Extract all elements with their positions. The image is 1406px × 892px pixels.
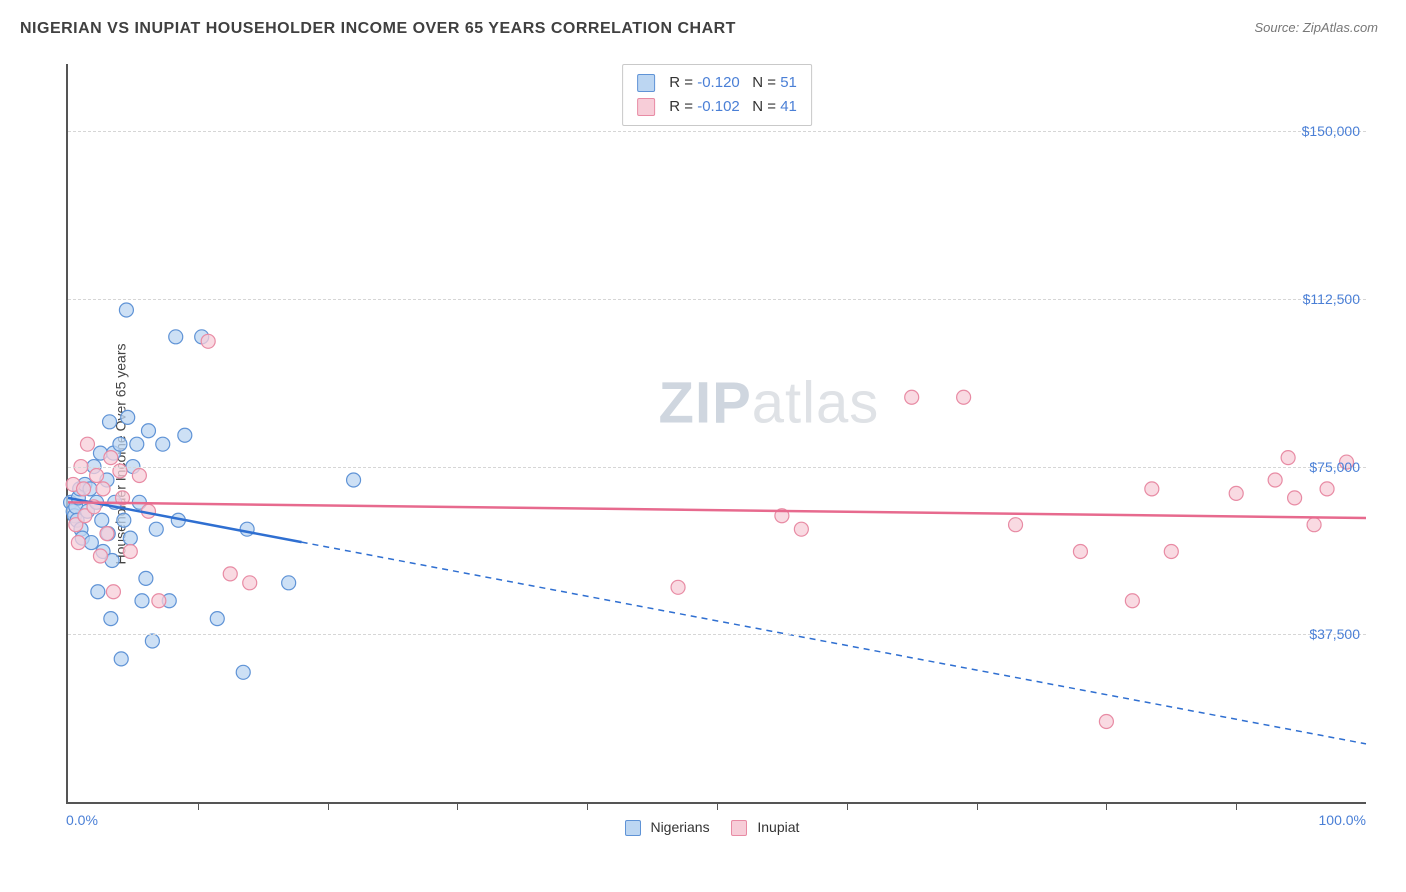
x-tick <box>587 802 588 810</box>
stats-row-inupiat: R = -0.102 N = 41 <box>637 95 797 119</box>
swatch-nigerians <box>637 74 655 92</box>
scatter-point-nigerians <box>91 585 105 599</box>
swatch-inupiat <box>637 98 655 116</box>
scatter-point-inupiat <box>152 594 166 608</box>
correlation-stats-box: R = -0.120 N = 51 R = -0.102 N = 41 <box>622 64 812 126</box>
scatter-point-inupiat <box>957 390 971 404</box>
legend-label-nigerians: Nigerians <box>650 819 709 835</box>
scatter-point-inupiat <box>1145 482 1159 496</box>
r-value-nigerians: -0.120 <box>697 74 740 91</box>
scatter-point-inupiat <box>794 522 808 536</box>
scatter-point-nigerians <box>178 428 192 442</box>
scatter-point-inupiat <box>80 437 94 451</box>
scatter-point-inupiat <box>223 567 237 581</box>
scatter-point-nigerians <box>121 410 135 424</box>
scatter-point-nigerians <box>135 594 149 608</box>
plot-svg <box>68 64 1366 802</box>
x-tick <box>1236 802 1237 810</box>
scatter-point-inupiat <box>243 576 257 590</box>
scatter-point-nigerians <box>141 424 155 438</box>
scatter-point-inupiat <box>100 527 114 541</box>
scatter-point-inupiat <box>106 585 120 599</box>
x-tick <box>198 802 199 810</box>
scatter-point-inupiat <box>104 451 118 465</box>
scatter-point-nigerians <box>210 612 224 626</box>
scatter-point-nigerians <box>104 612 118 626</box>
trendline-extrapolated-nigerians <box>302 542 1366 744</box>
scatter-point-nigerians <box>139 571 153 585</box>
scatter-point-inupiat <box>1099 714 1113 728</box>
scatter-point-inupiat <box>1073 545 1087 559</box>
scatter-point-inupiat <box>93 549 107 563</box>
n-value-nigerians: 51 <box>780 74 797 91</box>
scatter-point-inupiat <box>1009 518 1023 532</box>
gridline <box>68 299 1366 300</box>
scatter-point-nigerians <box>114 652 128 666</box>
chart-container: Householder Income Over 65 years R = -0.… <box>20 44 1386 864</box>
legend-swatch-inupiat <box>731 820 747 836</box>
scatter-point-inupiat <box>1125 594 1139 608</box>
scatter-point-inupiat <box>77 482 91 496</box>
scatter-point-nigerians <box>119 303 133 317</box>
x-tick <box>457 802 458 810</box>
scatter-point-inupiat <box>1307 518 1321 532</box>
trendline-inupiat <box>68 502 1366 518</box>
y-tick-label: $37,500 <box>1309 626 1360 642</box>
gridline <box>68 467 1366 468</box>
x-tick <box>847 802 848 810</box>
x-tick <box>977 802 978 810</box>
scatter-point-nigerians <box>117 513 131 527</box>
scatter-point-inupiat <box>96 482 110 496</box>
chart-title: NIGERIAN VS INUPIAT HOUSEHOLDER INCOME O… <box>20 20 1386 38</box>
scatter-point-nigerians <box>236 665 250 679</box>
legend-bottom: Nigerians Inupiat <box>20 819 1386 836</box>
gridline <box>68 634 1366 635</box>
stats-row-nigerians: R = -0.120 N = 51 <box>637 71 797 95</box>
scatter-point-inupiat <box>90 468 104 482</box>
scatter-point-inupiat <box>1164 545 1178 559</box>
scatter-point-inupiat <box>1229 486 1243 500</box>
x-tick <box>328 802 329 810</box>
plot-area: R = -0.120 N = 51 R = -0.102 N = 41 ZIPa… <box>66 64 1366 804</box>
scatter-point-inupiat <box>1281 451 1295 465</box>
scatter-point-nigerians <box>145 634 159 648</box>
x-tick <box>1106 802 1107 810</box>
scatter-point-nigerians <box>347 473 361 487</box>
scatter-point-inupiat <box>1268 473 1282 487</box>
scatter-point-inupiat <box>905 390 919 404</box>
r-value-inupiat: -0.102 <box>697 98 740 115</box>
y-tick-label: $75,000 <box>1309 459 1360 475</box>
scatter-point-nigerians <box>130 437 144 451</box>
scatter-point-nigerians <box>282 576 296 590</box>
scatter-point-nigerians <box>149 522 163 536</box>
scatter-point-inupiat <box>1288 491 1302 505</box>
scatter-point-nigerians <box>103 415 117 429</box>
scatter-point-nigerians <box>84 536 98 550</box>
scatter-point-inupiat <box>671 580 685 594</box>
scatter-point-nigerians <box>156 437 170 451</box>
y-tick-label: $112,500 <box>1303 291 1360 307</box>
legend-swatch-nigerians <box>625 820 641 836</box>
source-attribution: Source: ZipAtlas.com <box>1254 20 1378 35</box>
scatter-point-nigerians <box>113 437 127 451</box>
n-value-inupiat: 41 <box>780 98 797 115</box>
scatter-point-inupiat <box>123 545 137 559</box>
scatter-point-nigerians <box>240 522 254 536</box>
x-tick <box>717 802 718 810</box>
scatter-point-inupiat <box>132 468 146 482</box>
scatter-point-nigerians <box>123 531 137 545</box>
scatter-point-inupiat <box>201 334 215 348</box>
scatter-point-inupiat <box>71 536 85 550</box>
legend-label-inupiat: Inupiat <box>757 819 799 835</box>
scatter-point-inupiat <box>1320 482 1334 496</box>
scatter-point-nigerians <box>169 330 183 344</box>
scatter-point-nigerians <box>95 513 109 527</box>
y-tick-label: $150,000 <box>1302 123 1360 139</box>
gridline <box>68 131 1366 132</box>
